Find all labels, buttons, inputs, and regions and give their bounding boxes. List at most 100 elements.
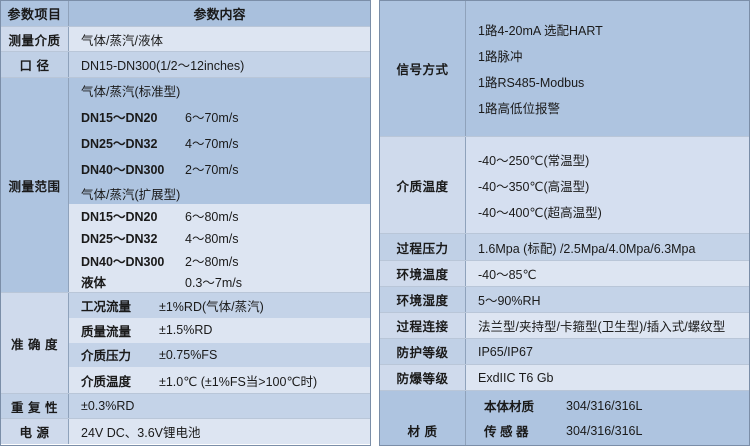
- row-ambient-humidity: 环境湿度 5～90%RH: [380, 287, 749, 313]
- range-standard-line-1: DN15～DN20 6～70m/s: [69, 103, 370, 130]
- range-extended-speed-1: 6～80m/s: [185, 209, 239, 224]
- range-standard-speed-3: 2～70m/s: [185, 163, 239, 178]
- medium-temp-line-1: -40～250℃(常温型): [478, 153, 590, 168]
- value-explosion-grade: ExdIIC T6 Gb: [478, 370, 554, 385]
- range-standard-line-3: DN40～DN300 2～70m/s: [69, 155, 370, 182]
- label-explosion-grade: 防爆等级: [380, 365, 466, 390]
- range-standard-line-2: DN25～DN32 4～70m/s: [69, 129, 370, 156]
- label-ambient-temperature: 环境温度: [380, 261, 466, 286]
- range-liquid-line: 液体 0.3～7m/s: [69, 271, 370, 293]
- value-signal-mode: 1路4-20mA 选配HART 1路脉冲 1路RS485-Modbus 1路高低…: [466, 1, 749, 136]
- accuracy-item-1: 工况流量 ±1%RD(气体/蒸汽): [69, 293, 370, 318]
- row-ambient-temperature: 环境温度 -40～85℃: [380, 261, 749, 287]
- label-ambient-humidity: 环境湿度: [380, 287, 466, 312]
- range-liquid-speed: 0.3～7m/s: [185, 276, 242, 291]
- label-caliber: 口 径: [1, 52, 69, 77]
- label-process-connection: 过程连接: [380, 313, 466, 338]
- row-measuring-range: 测量范围 气体/蒸汽(标准型) DN15～DN20 6～70m/s DN25～D…: [1, 78, 370, 293]
- value-ambient-temperature: -40～85℃: [478, 268, 537, 282]
- value-process-pressure: 1.6Mpa (标配) /2.5Mpa/4.0Mpa/6.3Mpa: [478, 241, 696, 256]
- row-protection-grade: 防护等级 IP65/IP67: [380, 339, 749, 365]
- value-caliber: DN15-DN300(1/2～12inches): [81, 59, 245, 73]
- row-caliber: 口 径 DN15-DN300(1/2～12inches): [1, 52, 370, 78]
- header-col-parameter: 参数项目: [1, 1, 69, 26]
- accuracy-value-3: ±0.75%FS: [159, 347, 218, 362]
- range-extended-line-3: DN40～DN300 2～80m/s: [69, 249, 370, 272]
- row-power-supply: 电 源 24V DC、3.6V锂电池: [1, 419, 370, 444]
- value-ambient-humidity: 5～90%RH: [478, 294, 541, 308]
- range-standard-speed-1: 6～70m/s: [185, 111, 239, 126]
- value-accuracy: 工况流量 ±1%RD(气体/蒸汽) 质量流量 ±1.5%RD 介质压力 ±0.7…: [69, 293, 370, 393]
- row-repeatability: 重 复 性 ±0.3%RD: [1, 394, 370, 419]
- value-material: 本体材质 304/316/316L 传 感 器 304/316/316L 仪表壳…: [466, 391, 749, 445]
- range-standard-size-1: DN15～DN20: [81, 111, 158, 126]
- table-header-row: 参数项目 参数内容: [1, 1, 370, 27]
- left-spec-table: 参数项目 参数内容 测量介质 气体/蒸汽/液体 口 径 DN15-DN300(1…: [0, 0, 371, 446]
- label-measuring-medium: 测量介质: [1, 27, 69, 51]
- material-value-1: 304/316/316L: [566, 398, 643, 413]
- label-accuracy: 准 确 度: [1, 293, 69, 393]
- label-power-supply: 电 源: [1, 419, 69, 444]
- value-process-connection: 法兰型/夹持型/卡箍型(卫生型)/插入式/螺纹型: [478, 320, 726, 334]
- value-measuring-range: 气体/蒸汽(标准型) DN15～DN20 6～70m/s DN25～DN32 4…: [69, 78, 370, 293]
- signal-line-1: 1路4-20mA 选配HART: [478, 24, 603, 38]
- range-extended-size-3: DN40～DN300: [81, 254, 165, 269]
- label-process-pressure: 过程压力: [380, 234, 466, 260]
- label-material: 材 质: [380, 391, 466, 445]
- range-extended-speed-3: 2～80m/s: [185, 254, 239, 269]
- row-explosion-grade: 防爆等级 ExdIIC T6 Gb: [380, 365, 749, 391]
- accuracy-key-1: 工况流量: [81, 299, 132, 314]
- range-extended-title: 气体/蒸汽(扩展型): [69, 181, 370, 205]
- row-process-pressure: 过程压力 1.6Mpa (标配) /2.5Mpa/4.0Mpa/6.3Mpa: [380, 234, 749, 261]
- row-material: 材 质 本体材质 304/316/316L 传 感 器 304/316/316L…: [380, 391, 749, 445]
- accuracy-value-2: ±1.5%RD: [159, 323, 213, 338]
- header-col-content: 参数内容: [193, 7, 246, 22]
- accuracy-item-3: 介质压力 ±0.75%FS: [69, 342, 370, 368]
- range-standard-title: 气体/蒸汽(标准型): [69, 78, 370, 104]
- label-measuring-range: 测量范围: [1, 78, 69, 292]
- table-gutter: [371, 0, 379, 446]
- row-medium-temperature: 介质温度 -40～250℃(常温型) -40～350℃(高温型) -40～400…: [380, 137, 749, 234]
- medium-temp-line-2: -40～350℃(高温型): [478, 179, 590, 194]
- label-protection-grade: 防护等级: [380, 339, 466, 364]
- row-accuracy: 准 确 度 工况流量 ±1%RD(气体/蒸汽) 质量流量 ±1.5%RD 介质压…: [1, 293, 370, 394]
- row-measuring-medium: 测量介质 气体/蒸汽/液体: [1, 27, 370, 52]
- accuracy-key-3: 介质压力: [81, 349, 132, 364]
- range-extended-line-2: DN25～DN32 4～80m/s: [69, 226, 370, 250]
- material-key-2: 传 感 器: [484, 425, 529, 439]
- accuracy-key-2: 质量流量: [81, 324, 132, 339]
- range-liquid-size: 液体: [81, 276, 107, 291]
- right-spec-table: 信号方式 1路4-20mA 选配HART 1路脉冲 1路RS485-Modbus…: [379, 0, 750, 446]
- range-standard-speed-2: 4～70m/s: [185, 137, 239, 152]
- range-standard-size-2: DN25～DN32: [81, 137, 158, 152]
- material-item-2: 传 感 器 304/316/316L: [466, 418, 749, 443]
- range-extended-size-2: DN25～DN32: [81, 232, 158, 247]
- accuracy-key-4: 介质温度: [81, 374, 132, 389]
- material-key-1: 本体材质: [484, 400, 535, 414]
- signal-line-3: 1路RS485-Modbus: [478, 76, 585, 90]
- range-extended-speed-2: 4～80m/s: [185, 232, 239, 247]
- label-medium-temperature: 介质温度: [380, 137, 466, 233]
- value-power-supply: 24V DC、3.6V锂电池: [81, 426, 201, 440]
- value-measuring-medium: 气体/蒸汽/液体: [81, 33, 163, 48]
- signal-line-2: 1路脉冲: [478, 50, 523, 64]
- range-extended-size-1: DN15～DN20: [81, 209, 158, 224]
- row-process-connection: 过程连接 法兰型/夹持型/卡箍型(卫生型)/插入式/螺纹型: [380, 313, 749, 339]
- value-protection-grade: IP65/IP67: [478, 344, 533, 359]
- signal-line-4: 1路高低位报警: [478, 102, 560, 116]
- accuracy-value-1: ±1%RD(气体/蒸汽): [159, 299, 264, 314]
- accuracy-item-4: 介质温度 ±1.0℃ (±1%FS当>100℃时): [69, 367, 370, 393]
- accuracy-value-4: ±1.0℃ (±1%FS当>100℃时): [159, 374, 318, 389]
- material-value-2: 304/316/316L: [566, 423, 643, 438]
- value-repeatability: ±0.3%RD: [81, 399, 135, 413]
- range-standard-size-3: DN40～DN300: [81, 163, 165, 178]
- medium-temp-line-3: -40～400℃(超高温型): [478, 205, 602, 220]
- row-signal-mode: 信号方式 1路4-20mA 选配HART 1路脉冲 1路RS485-Modbus…: [380, 1, 749, 137]
- value-medium-temperature: -40～250℃(常温型) -40～350℃(高温型) -40～400℃(超高温…: [466, 137, 749, 233]
- label-repeatability: 重 复 性: [1, 394, 69, 418]
- range-extended-line-1: DN15～DN20 6～80m/s: [69, 204, 370, 227]
- material-item-1: 本体材质 304/316/316L: [466, 393, 749, 418]
- label-signal-mode: 信号方式: [380, 1, 466, 136]
- accuracy-item-2: 质量流量 ±1.5%RD: [69, 317, 370, 343]
